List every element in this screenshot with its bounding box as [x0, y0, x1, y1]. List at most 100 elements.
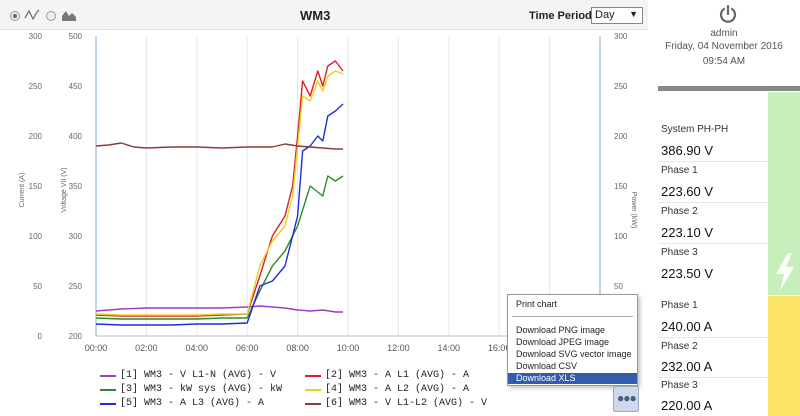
series-line-1	[95, 305, 343, 313]
menu-item-print-chart[interactable]: Print chart	[516, 299, 558, 309]
series-line-4	[95, 70, 344, 316]
voltage-value-phase-3: 223.50 V	[661, 266, 714, 281]
power-tick-label: 300	[614, 32, 628, 41]
menu-item-download-xls[interactable]: Download XLS	[508, 373, 637, 384]
voltage-tick-label: 500	[69, 32, 83, 41]
legend-swatch	[100, 388, 116, 391]
current-strip	[768, 296, 800, 416]
chart-panel: WM3 Time Period Day ▼ 00:00 02:00 04:00 06:…	[0, 0, 648, 412]
more-dots-icon: ●●●	[617, 391, 637, 405]
panel-divider	[658, 86, 800, 91]
chart-toolbar: WM3 Time Period Day ▼	[0, 0, 648, 30]
x-tick-label: 06:00	[236, 343, 259, 353]
voltage-tick-label: 250	[69, 282, 83, 291]
divider	[658, 243, 768, 244]
voltage-strip	[768, 92, 800, 295]
voltage-label-phase-1: Phase 1	[661, 165, 698, 176]
legend-label: [2] WM3 - A L1 (AVG) - A	[325, 370, 470, 381]
x-tick-label: 08:00	[286, 343, 309, 353]
lightning-bolt-icon	[776, 253, 794, 291]
menu-separator	[512, 316, 633, 317]
voltage-tick-label: 350	[69, 182, 83, 191]
chart-title: WM3	[300, 8, 331, 23]
divider	[658, 377, 768, 378]
user-header: admin Friday, 04 November 2016 09:54 AM	[648, 0, 800, 84]
view-radio-area[interactable]	[46, 11, 56, 21]
voltage-axis-title: Voltage VII (V)	[61, 167, 68, 212]
current-tick-label: 200	[29, 132, 43, 141]
series-line-2	[95, 60, 344, 317]
current-label-phase-2: Phase 2	[661, 341, 698, 352]
x-tick-label: 12:00	[387, 343, 410, 353]
voltage-label-system: System PH-PH	[661, 124, 729, 135]
legend-swatch	[305, 374, 321, 377]
voltage-value-system: 386.90 V	[661, 143, 714, 158]
legend-label: [5] WM3 - A L3 (AVG) - A	[120, 398, 265, 409]
voltage-tick-label: 400	[69, 132, 83, 141]
current-axis-title: Current (A)	[19, 173, 26, 208]
power-tick-label: 50	[614, 282, 623, 291]
current-tick-label: 0	[38, 332, 43, 341]
main-chart: 00:00 02:00 04:00 06:00 08:00 10:00 12:00 14:00…	[19, 32, 637, 353]
series-line-3	[95, 175, 344, 320]
power-tick-label: 200	[614, 132, 628, 141]
menu-item-download-svg[interactable]: Download SVG vector image	[516, 349, 632, 359]
legend-item-3[interactable]: [3] WM3 - kW sys (AVG) - kW	[100, 384, 282, 395]
voltage-card: System PH-PH 386.90 V Phase 1 223.60 V P…	[658, 92, 800, 295]
legend-swatch	[100, 402, 116, 405]
current-tick-label: 100	[29, 232, 43, 241]
current-label-phase-3: Phase 3	[661, 380, 698, 391]
power-tick-label: 150	[614, 182, 628, 191]
voltage-value-phase-1: 223.60 V	[661, 184, 714, 199]
series-line-6	[95, 142, 343, 150]
current-value-phase-2: 232.00 A	[661, 359, 713, 374]
voltage-label-phase-3: Phase 3	[661, 247, 698, 258]
export-menu: Print chart Download PNG image Download …	[507, 294, 638, 386]
current-tick-label: 300	[29, 32, 43, 41]
divider	[658, 337, 768, 338]
area-chart-icon[interactable]	[61, 8, 77, 22]
current-value-phase-1: 240.00 A	[661, 319, 713, 334]
voltage-tick-label: 450	[69, 82, 83, 91]
x-tick-label: 02:00	[135, 343, 158, 353]
legend-label: [6] WM3 - V L1-L2 (AVG) - V	[325, 398, 488, 409]
legend-swatch	[305, 388, 321, 391]
x-tick-label: 16:00	[488, 343, 511, 353]
menu-item-download-csv[interactable]: Download CSV	[516, 361, 578, 371]
legend-label: [3] WM3 - kW sys (AVG) - kW	[120, 384, 283, 395]
current-date: Friday, 04 November 2016	[665, 41, 783, 52]
view-radio-line[interactable]	[10, 11, 20, 21]
legend-item-6[interactable]: [6] WM3 - V L1-L2 (AVG) - V	[305, 398, 487, 409]
voltage-tick-label: 200	[69, 332, 83, 341]
power-tick-label: 100	[614, 232, 628, 241]
time-period-select[interactable]: Day ▼	[591, 7, 643, 24]
time-period-value: Day	[595, 9, 615, 21]
current-label-phase-1: Phase 1	[661, 300, 698, 311]
power-icon[interactable]	[719, 4, 737, 24]
username: admin	[710, 28, 738, 39]
menu-item-download-jpeg[interactable]: Download JPEG image	[516, 337, 610, 347]
current-card: Phase 1 240.00 A Phase 2 232.00 A Phase …	[658, 296, 800, 416]
line-chart-icon[interactable]	[24, 8, 40, 22]
current-tick-label: 150	[29, 182, 43, 191]
menu-item-download-png[interactable]: Download PNG image	[516, 325, 606, 335]
current-time: 09:54 AM	[702, 56, 746, 67]
current-tick-label: 250	[29, 82, 43, 91]
x-tick-label: 10:00	[337, 343, 360, 353]
divider	[658, 161, 768, 162]
voltage-tick-label: 300	[69, 232, 83, 241]
legend-item-2[interactable]: [2] WM3 - A L1 (AVG) - A	[305, 370, 469, 381]
legend-item-4[interactable]: [4] WM3 - A L2 (AVG) - A	[305, 384, 469, 395]
x-tick-label: 14:00	[438, 343, 461, 353]
export-menu-button[interactable]: ●●●	[613, 386, 639, 412]
legend-swatch	[100, 374, 116, 377]
divider	[658, 202, 768, 203]
power-tick-label: 250	[614, 82, 628, 91]
legend-item-1[interactable]: [1] WM3 - V L1-N (AVG) - V	[100, 370, 276, 381]
voltage-value-phase-2: 223.10 V	[661, 225, 714, 240]
right-panel: admin Friday, 04 November 2016 09:54 AM …	[648, 0, 800, 416]
legend-swatch	[305, 402, 321, 405]
legend-item-5[interactable]: [5] WM3 - A L3 (AVG) - A	[100, 398, 264, 409]
x-tick-label: 00:00	[85, 343, 108, 353]
power-axis-title: Power (kW)	[630, 192, 637, 229]
